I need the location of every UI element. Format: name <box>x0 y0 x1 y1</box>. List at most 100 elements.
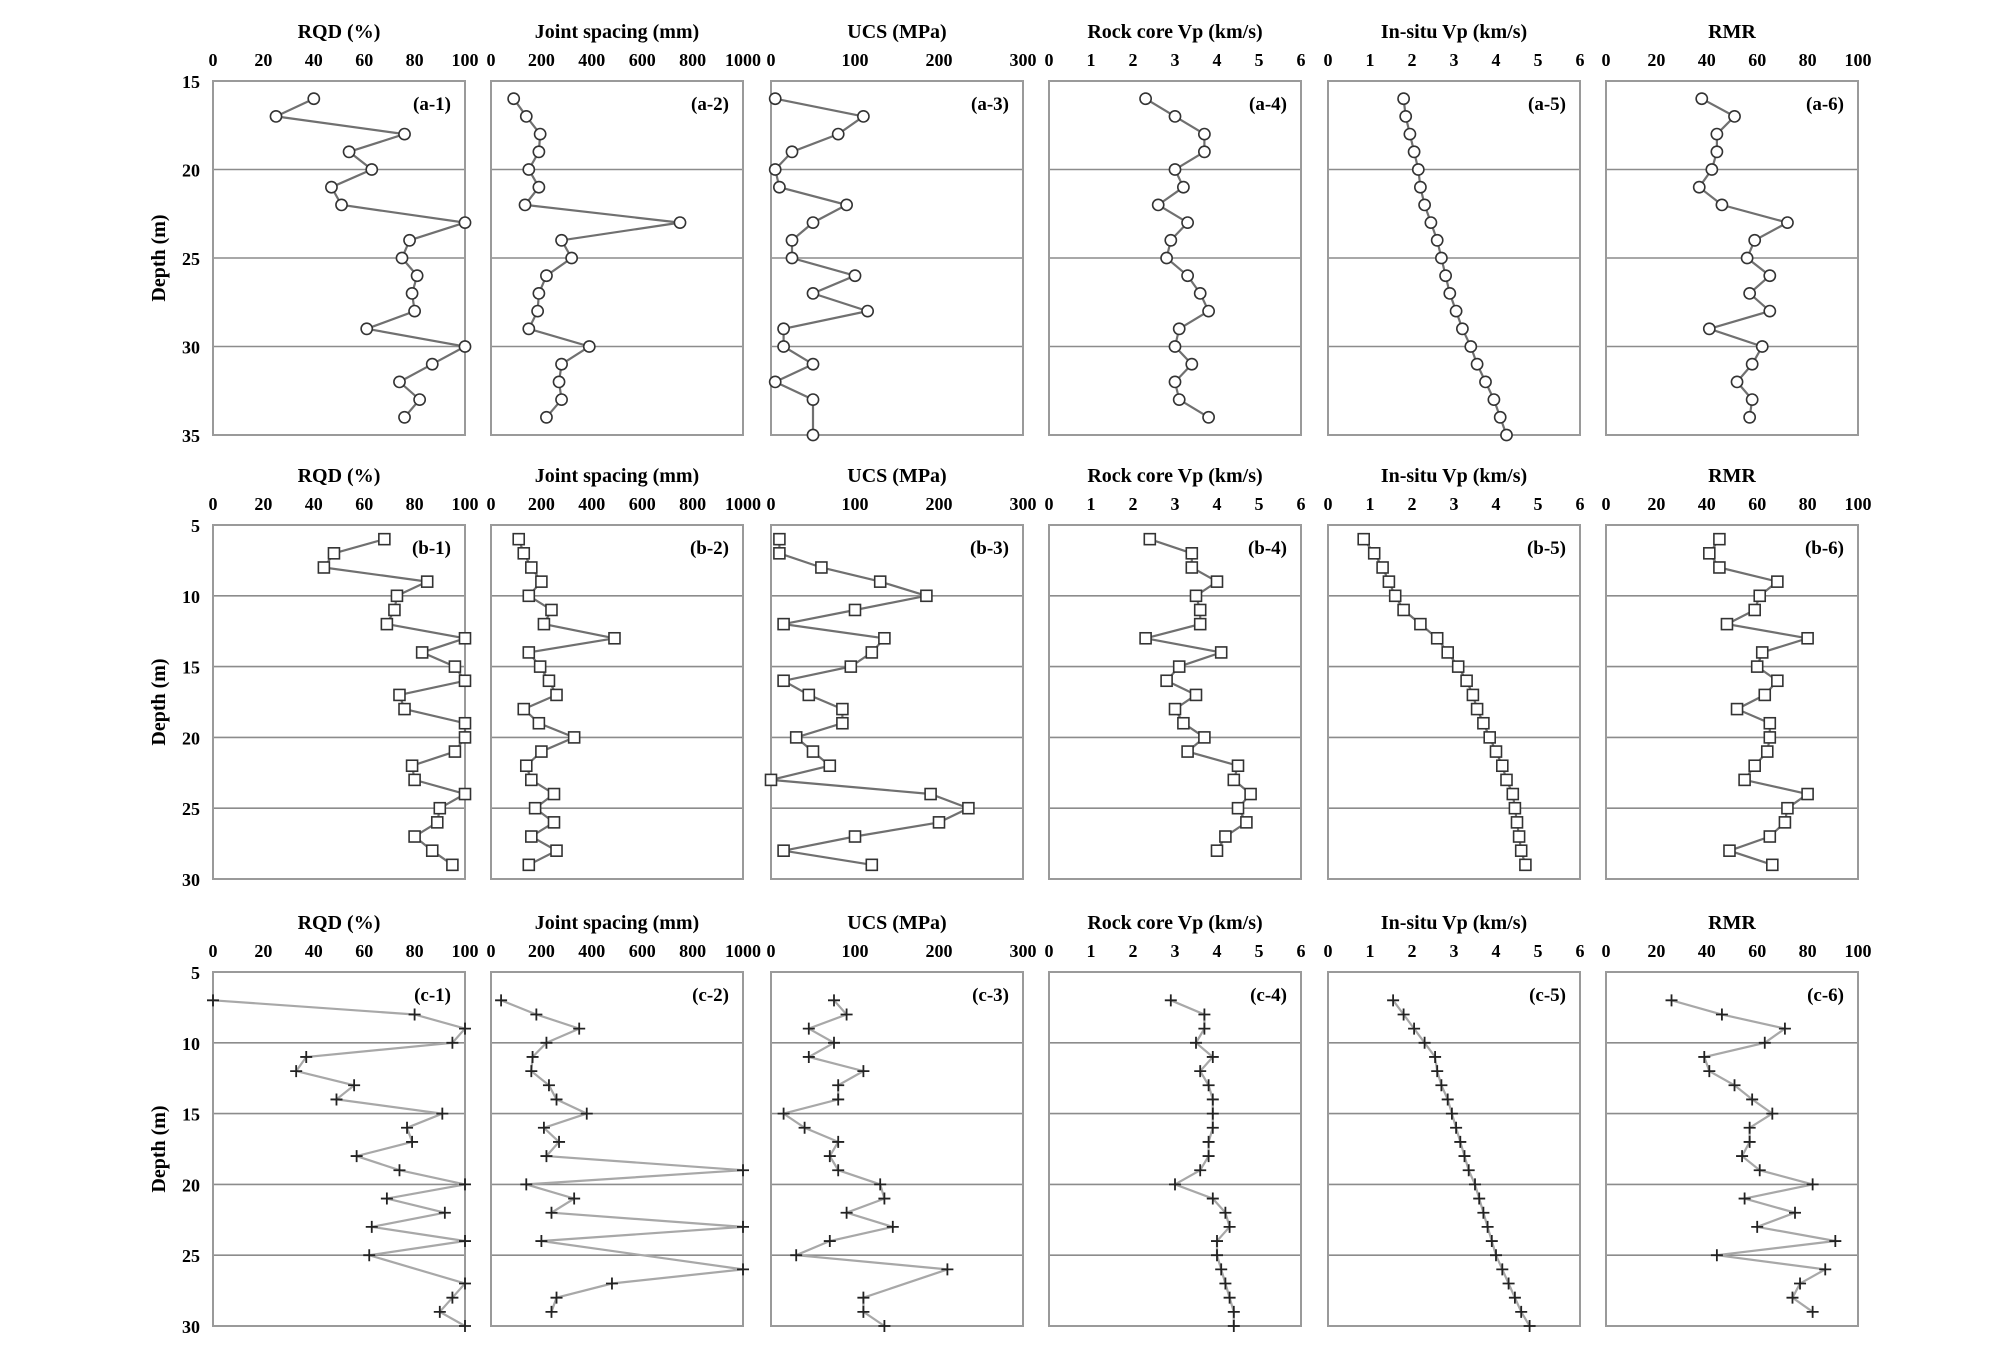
panel-frame <box>1605 524 1859 880</box>
data-point <box>1430 233 1444 247</box>
data-point <box>348 1079 361 1092</box>
data-point <box>777 340 790 353</box>
panel-frame <box>1605 80 1859 436</box>
x-tick-label: 200 <box>926 50 953 70</box>
data-point <box>924 787 937 801</box>
data-point <box>1745 357 1759 371</box>
data-point <box>1466 688 1480 702</box>
data-point <box>1755 340 1769 353</box>
data-point <box>1189 589 1203 603</box>
y-tick-label: 25 <box>182 799 200 819</box>
data-point <box>1151 198 1165 212</box>
x-tick-label: 5 <box>1255 494 1264 514</box>
data-point <box>1728 1079 1741 1092</box>
data-point <box>1743 1121 1756 1134</box>
x-tick-label: 1 <box>1366 50 1375 70</box>
data-point <box>1449 304 1463 318</box>
data-point <box>1789 1206 1801 1219</box>
data-point <box>317 561 331 574</box>
y-tick-label: 15 <box>182 1105 200 1125</box>
data-point <box>1715 1008 1728 1021</box>
data-point <box>550 1291 563 1304</box>
data-point <box>1198 145 1211 159</box>
data-point <box>848 603 862 617</box>
data-point <box>1388 589 1402 603</box>
x-tick-label: 3 <box>1450 50 1459 70</box>
panel-a-4: Rock core Vp (km/s) 0 1 2 3 4 5 6 (a-4) <box>1045 21 1306 436</box>
data-point <box>1454 1135 1467 1148</box>
x-tick-label: 0 <box>1324 50 1333 70</box>
panel-frame <box>212 971 466 1327</box>
data-point <box>555 393 568 406</box>
data-point <box>962 801 975 815</box>
data-point <box>768 163 782 176</box>
data-point <box>1506 787 1520 801</box>
data-point <box>327 547 341 560</box>
data-point <box>403 233 416 247</box>
data-point <box>1206 1107 1219 1120</box>
y-tick-label: 5 <box>191 516 200 536</box>
data-point <box>1758 1036 1771 1049</box>
data-point <box>1698 1050 1711 1063</box>
data-point <box>1763 269 1777 283</box>
y-axis-label: Depth (m) <box>148 658 170 745</box>
series-line <box>770 539 972 866</box>
data-point <box>1710 145 1724 159</box>
panel-b-6: RMR 0 20 40 60 80 100 (b-6) <box>1602 465 1872 880</box>
data-point <box>540 1036 553 1049</box>
panel-label: (c-4) <box>1250 985 1287 1006</box>
data-point <box>1164 994 1177 1007</box>
panel-frame <box>770 524 1024 880</box>
x-tick-label: 1 <box>1087 941 1096 961</box>
data-point <box>522 589 536 603</box>
data-point <box>1502 1277 1515 1290</box>
data-point <box>1458 1150 1471 1163</box>
data-point <box>1168 375 1182 389</box>
x-tick-label: 2 <box>1408 494 1417 514</box>
data-point <box>307 92 321 106</box>
panel-frame <box>212 80 466 436</box>
x-tick-label: 60 <box>355 941 373 961</box>
data-point <box>1227 1305 1240 1318</box>
x-tick-label: 3 <box>1450 941 1459 961</box>
data-point <box>806 745 820 758</box>
data-point <box>1445 1107 1458 1120</box>
data-point <box>857 1305 870 1318</box>
data-point <box>806 357 820 371</box>
data-point <box>831 127 845 141</box>
data-point <box>512 532 526 546</box>
data-point <box>1512 830 1526 843</box>
panel-b-1: RQD (%) 0 20 40 60 80 100 (b-1) <box>209 465 479 880</box>
data-point <box>1414 617 1427 631</box>
panel-title: In-situ Vp (km/s) <box>1381 21 1527 43</box>
data-point <box>393 688 406 702</box>
data-point <box>1483 731 1496 744</box>
data-point <box>1766 858 1779 872</box>
data-point <box>1514 844 1528 857</box>
panel-label: (a-1) <box>413 94 451 115</box>
data-point <box>535 745 548 758</box>
data-point <box>815 561 828 574</box>
data-point <box>526 1050 539 1063</box>
panel-c-6: RMR 0 20 40 60 80 100 (c-6) <box>1602 912 1872 1327</box>
data-point <box>1477 716 1490 730</box>
panel-frame <box>770 971 1024 1327</box>
data-point <box>1435 251 1448 265</box>
data-point <box>458 216 472 229</box>
data-point <box>1198 731 1211 744</box>
x-tick-label: 0 <box>767 941 776 961</box>
panel-frame <box>212 524 466 880</box>
x-tick-label: 4 <box>1492 941 1501 961</box>
data-point <box>540 1150 553 1163</box>
x-tick-label: 6 <box>1576 941 1585 961</box>
series-line <box>500 999 744 1313</box>
x-tick-label: 100 <box>842 50 869 70</box>
data-point <box>1198 1022 1211 1035</box>
data-point <box>1487 393 1501 406</box>
data-point <box>1202 1135 1215 1148</box>
panel-label: (b-5) <box>1527 538 1566 559</box>
data-point <box>518 198 532 212</box>
data-point <box>764 773 778 787</box>
panel-label: (c-1) <box>414 985 451 1006</box>
